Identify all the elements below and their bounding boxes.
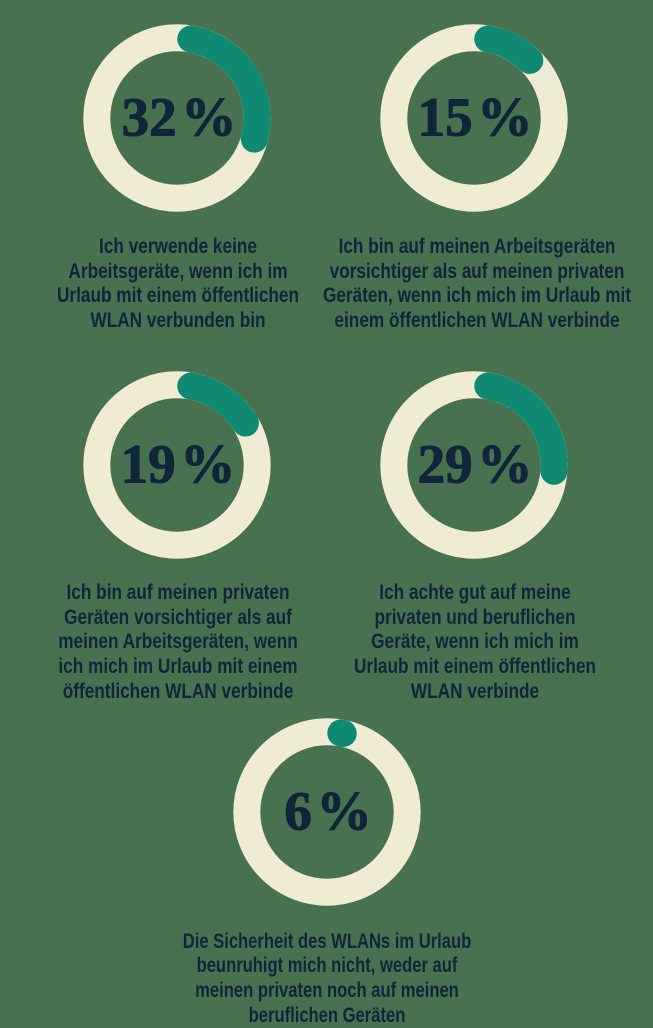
svg-text:15 %: 15 %: [418, 87, 533, 148]
svg-text:29 %: 29 %: [418, 433, 533, 494]
svg-text:19 %: 19 %: [121, 433, 236, 494]
svg-text:6 %: 6 %: [284, 781, 371, 842]
svg-text:32 %: 32 %: [122, 87, 237, 148]
